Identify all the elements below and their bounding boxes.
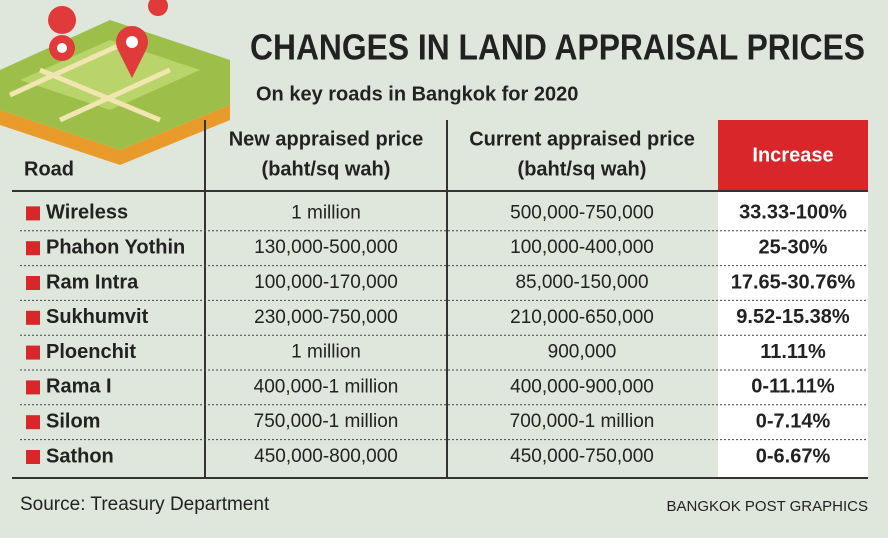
row-bullet <box>26 310 40 325</box>
increase-header-box <box>718 120 868 190</box>
credit: BANGKOK POST GRAPHICS <box>667 498 868 515</box>
cell: 210,000-650,000 <box>510 307 654 328</box>
cell: 11.11% <box>760 341 826 363</box>
cell: 700,000-1 million <box>510 411 655 432</box>
cell: 450,000-800,000 <box>254 446 398 467</box>
road-name: Silom <box>46 410 100 432</box>
cell: 500,000-750,000 <box>510 202 654 223</box>
row-bullet <box>26 345 40 360</box>
cell: 900,000 <box>548 342 617 363</box>
row-bullet <box>26 276 40 290</box>
road-name: Rama I <box>46 376 112 398</box>
road-name: Wireless <box>46 202 128 224</box>
cell: 1 million <box>291 202 361 223</box>
column-header: New appraised price <box>229 128 424 150</box>
road-name: Phahon Yothin <box>46 236 185 258</box>
cell: 17.65-30.76% <box>731 271 856 293</box>
title: CHANGES IN LAND APPRAISAL PRICES <box>250 27 865 68</box>
cell: 100,000-400,000 <box>510 237 654 258</box>
column-header: Current appraised price <box>469 128 695 150</box>
cell: 33.33-100% <box>739 202 847 224</box>
cell: 130,000-500,000 <box>254 237 398 258</box>
cell: 0-11.11% <box>751 376 835 398</box>
column-header: (baht/sq wah) <box>518 158 647 180</box>
cell: 0-6.67% <box>756 445 831 467</box>
road-name: Ram Intra <box>46 271 139 293</box>
cell: 1 million <box>291 342 361 363</box>
column-header: (baht/sq wah) <box>262 158 391 180</box>
road-name: Sathon <box>46 445 114 467</box>
row-bullet <box>26 415 40 430</box>
cell: 100,000-170,000 <box>254 272 398 293</box>
road-name: Ploenchit <box>46 341 136 363</box>
row-bullet <box>26 206 40 221</box>
cell: 750,000-1 million <box>254 411 399 432</box>
cell: 400,000-900,000 <box>510 376 654 397</box>
subtitle: On key roads in Bangkok for 2020 <box>256 83 578 105</box>
cell: 400,000-1 million <box>254 376 399 397</box>
row-bullet <box>26 241 40 256</box>
cell: 9.52-15.38% <box>736 306 850 328</box>
source: Source: Treasury Department <box>20 494 270 515</box>
column-header: Road <box>24 158 74 180</box>
road-name: Sukhumvit <box>46 306 149 328</box>
map-illustration <box>0 0 230 165</box>
cell: 450,000-750,000 <box>510 446 654 467</box>
row-bullet <box>26 450 40 464</box>
cell: 25-30% <box>759 236 828 258</box>
row-bullet <box>26 380 40 395</box>
column-header: Increase <box>752 144 833 166</box>
cell: 0-7.14% <box>756 410 831 432</box>
cell: 85,000-150,000 <box>515 272 648 293</box>
cell: 230,000-750,000 <box>254 307 398 328</box>
